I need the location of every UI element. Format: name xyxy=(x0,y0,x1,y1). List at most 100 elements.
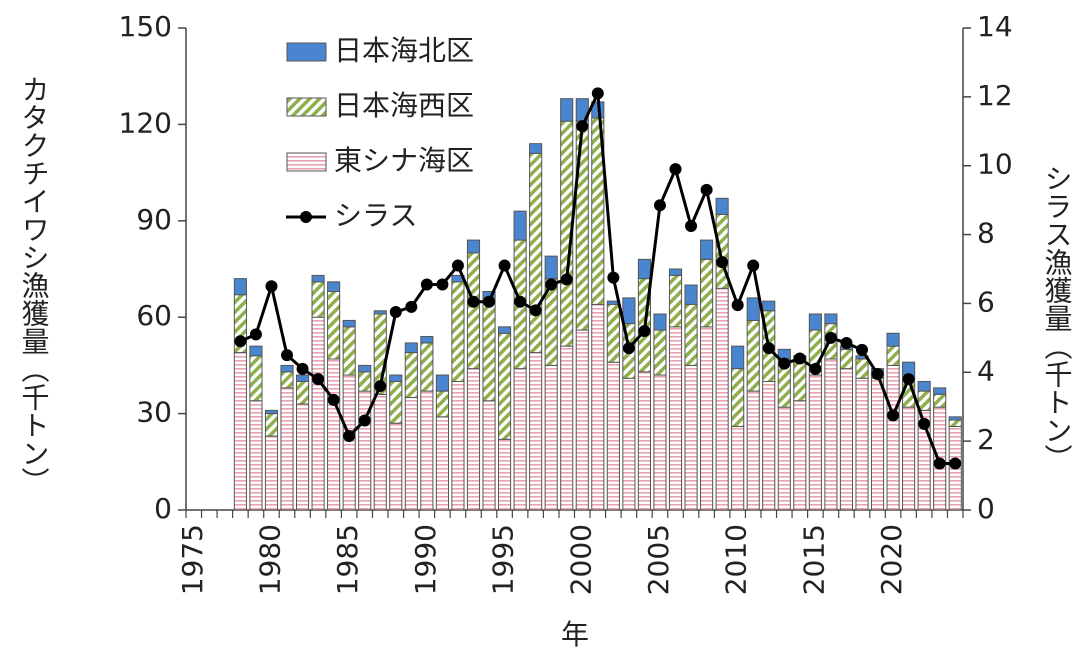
bar-segment xyxy=(451,281,465,382)
y2-tick-label: 14 xyxy=(977,10,1013,43)
x-tick-label: 2005 xyxy=(642,524,675,595)
line-marker xyxy=(529,304,542,317)
x-tick-label: 1985 xyxy=(331,524,364,595)
bar-segment xyxy=(606,361,620,511)
bar-segment xyxy=(700,258,714,328)
legend-swatch xyxy=(286,152,327,172)
legend-label: 日本海北区 xyxy=(334,34,474,67)
x-tick-label: 1980 xyxy=(253,524,286,595)
bar-segment xyxy=(824,358,838,511)
line-marker xyxy=(451,259,464,272)
line-marker xyxy=(591,87,604,100)
bar-segment xyxy=(560,98,574,122)
line-marker xyxy=(514,295,527,308)
line-marker xyxy=(483,295,496,308)
line-marker xyxy=(949,457,962,470)
bar-segment xyxy=(466,239,481,254)
bar-segment xyxy=(311,274,325,283)
bar-segment xyxy=(311,316,325,511)
line-marker xyxy=(778,357,791,370)
line-marker xyxy=(747,259,760,272)
line-marker xyxy=(358,414,371,427)
bar-segment xyxy=(948,419,962,427)
bar-segment xyxy=(731,368,745,427)
bar-segment xyxy=(575,120,589,331)
bar-segment xyxy=(886,332,900,347)
bar-segment xyxy=(451,380,465,511)
bar-segment xyxy=(529,143,543,154)
bar-segment xyxy=(280,387,294,511)
bar-segment xyxy=(482,400,496,511)
bar-segment xyxy=(855,358,869,379)
bar-segment xyxy=(513,210,527,241)
line-marker xyxy=(871,368,884,381)
bar-segment xyxy=(249,355,263,402)
line-marker xyxy=(700,183,713,196)
bar-segment xyxy=(933,387,947,395)
legend-label: 日本海西区 xyxy=(334,89,474,122)
y2-tick-label: 0 xyxy=(977,492,995,525)
bar-segment xyxy=(746,297,760,321)
line-marker xyxy=(607,271,620,284)
line-marker xyxy=(716,256,729,269)
line-marker xyxy=(389,306,402,319)
bar-segment xyxy=(793,400,807,511)
bar-segment xyxy=(731,345,745,370)
y-tick-label: 150 xyxy=(119,10,172,43)
bar-segment xyxy=(917,380,931,392)
bar-segment xyxy=(870,377,885,511)
bar-segment xyxy=(280,364,294,373)
line-marker xyxy=(374,380,387,393)
line-marker xyxy=(312,373,325,386)
bar-segment xyxy=(389,374,403,382)
bar-segment xyxy=(498,438,512,511)
bar-segment xyxy=(653,374,667,511)
bar-segment xyxy=(606,303,620,363)
bar-segment xyxy=(637,371,651,511)
bar-segment xyxy=(295,403,310,511)
line-marker xyxy=(343,429,356,442)
bar-segment xyxy=(700,326,714,511)
bar-segment xyxy=(886,364,900,511)
bar-segment xyxy=(373,393,387,511)
bar-segment xyxy=(327,358,341,511)
bar-segment xyxy=(327,290,341,360)
line-marker xyxy=(436,278,449,291)
bar-segment xyxy=(311,281,325,318)
bar-segment xyxy=(777,406,791,511)
bar-segment xyxy=(233,352,247,511)
bar-segment xyxy=(544,364,558,511)
bar-segment xyxy=(264,413,279,437)
y-tick-label: 120 xyxy=(119,106,172,139)
line-marker xyxy=(855,343,868,356)
bar-segment xyxy=(668,268,683,276)
bar-segment xyxy=(513,368,527,511)
bar-segment xyxy=(435,374,449,392)
line-marker xyxy=(902,373,915,386)
bar-segment xyxy=(762,300,776,312)
legend-swatch xyxy=(286,97,327,117)
line-marker xyxy=(887,409,900,422)
legend-label: 東シナ海区 xyxy=(334,144,474,177)
bar-segment xyxy=(249,345,263,357)
y2-tick-label: 12 xyxy=(977,79,1013,112)
bar-segment xyxy=(886,345,900,366)
line-marker xyxy=(653,199,666,212)
bar-segment xyxy=(824,313,838,325)
line-marker xyxy=(669,163,682,176)
bar-segment xyxy=(389,380,403,424)
y-tick-label: 30 xyxy=(136,396,172,429)
bar-segment xyxy=(684,364,698,511)
bar-segment xyxy=(389,422,403,511)
y2-axis-title: シラス漁獲量（千トン） xyxy=(1041,164,1074,472)
bar-segment xyxy=(902,406,916,511)
bar-segment xyxy=(933,393,947,408)
bar-segment xyxy=(280,371,294,389)
bar-segment xyxy=(746,319,760,392)
bar-segment xyxy=(668,326,683,511)
bar-segment xyxy=(295,380,310,405)
y-axis-title: カタクチイワシ漁獲量（千トン） xyxy=(18,75,51,495)
y-tick-label: 0 xyxy=(154,492,172,525)
bar-segment xyxy=(358,371,372,392)
